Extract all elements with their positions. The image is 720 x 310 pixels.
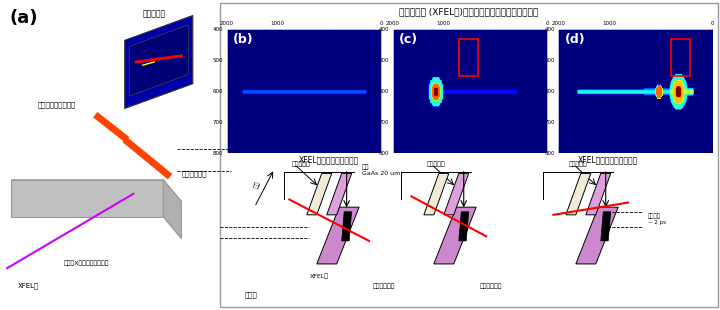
Bar	[459, 39, 477, 76]
Text: 時間: 時間	[253, 180, 261, 188]
Polygon shape	[444, 173, 469, 215]
Text: 光学レーザー: 光学レーザー	[373, 284, 395, 290]
Text: XFEL光の到達が遅いとき: XFEL光の到達が遅いとき	[299, 155, 359, 164]
Polygon shape	[342, 212, 351, 241]
Text: 試料
GaAs 20 um: 試料 GaAs 20 um	[361, 164, 400, 176]
Polygon shape	[434, 207, 476, 264]
Polygon shape	[12, 180, 181, 202]
Text: (b): (b)	[233, 33, 253, 46]
Text: 上面図: 上面図	[245, 291, 257, 298]
Text: 透過光強度: 透過光強度	[426, 161, 445, 167]
Polygon shape	[576, 207, 618, 264]
Polygon shape	[130, 25, 188, 96]
Text: 画像検出器: 画像検出器	[143, 9, 166, 18]
Polygon shape	[163, 180, 181, 239]
Polygon shape	[600, 212, 611, 241]
Text: プローブ光 (XFEL光)が到達した時間（フェムト秒）: プローブ光 (XFEL光)が到達した時間（フェムト秒）	[399, 8, 539, 17]
Polygon shape	[327, 173, 351, 215]
Text: 透過光強度: 透過光強度	[568, 161, 587, 167]
Text: 光学レーザー: 光学レーザー	[181, 170, 207, 177]
Polygon shape	[459, 212, 469, 241]
Text: 光学レーザー: 光学レーザー	[480, 284, 503, 290]
Polygon shape	[566, 173, 591, 215]
Text: (d): (d)	[564, 33, 585, 46]
Text: 透過光強度: 透過光強度	[292, 161, 310, 167]
Polygon shape	[12, 180, 163, 217]
Text: (c): (c)	[399, 33, 418, 46]
Polygon shape	[424, 173, 449, 215]
Polygon shape	[586, 173, 611, 215]
Text: 高精度X線集光楷円ミラー: 高精度X線集光楷円ミラー	[63, 260, 109, 266]
Polygon shape	[307, 173, 332, 215]
Bar	[671, 39, 690, 76]
Text: (a): (a)	[9, 9, 37, 27]
Text: XFEL光: XFEL光	[18, 282, 40, 289]
Text: XFEL光: XFEL光	[310, 273, 329, 279]
Text: タイミング計測試料: タイミング計測試料	[37, 102, 76, 108]
Polygon shape	[317, 207, 359, 264]
Text: 測定領域
~ 2 ps: 測定領域 ~ 2 ps	[648, 214, 666, 225]
Polygon shape	[125, 16, 193, 108]
FancyBboxPatch shape	[220, 3, 718, 307]
Text: XFEL光の到達が早いとき: XFEL光の到達が早いとき	[578, 155, 639, 164]
